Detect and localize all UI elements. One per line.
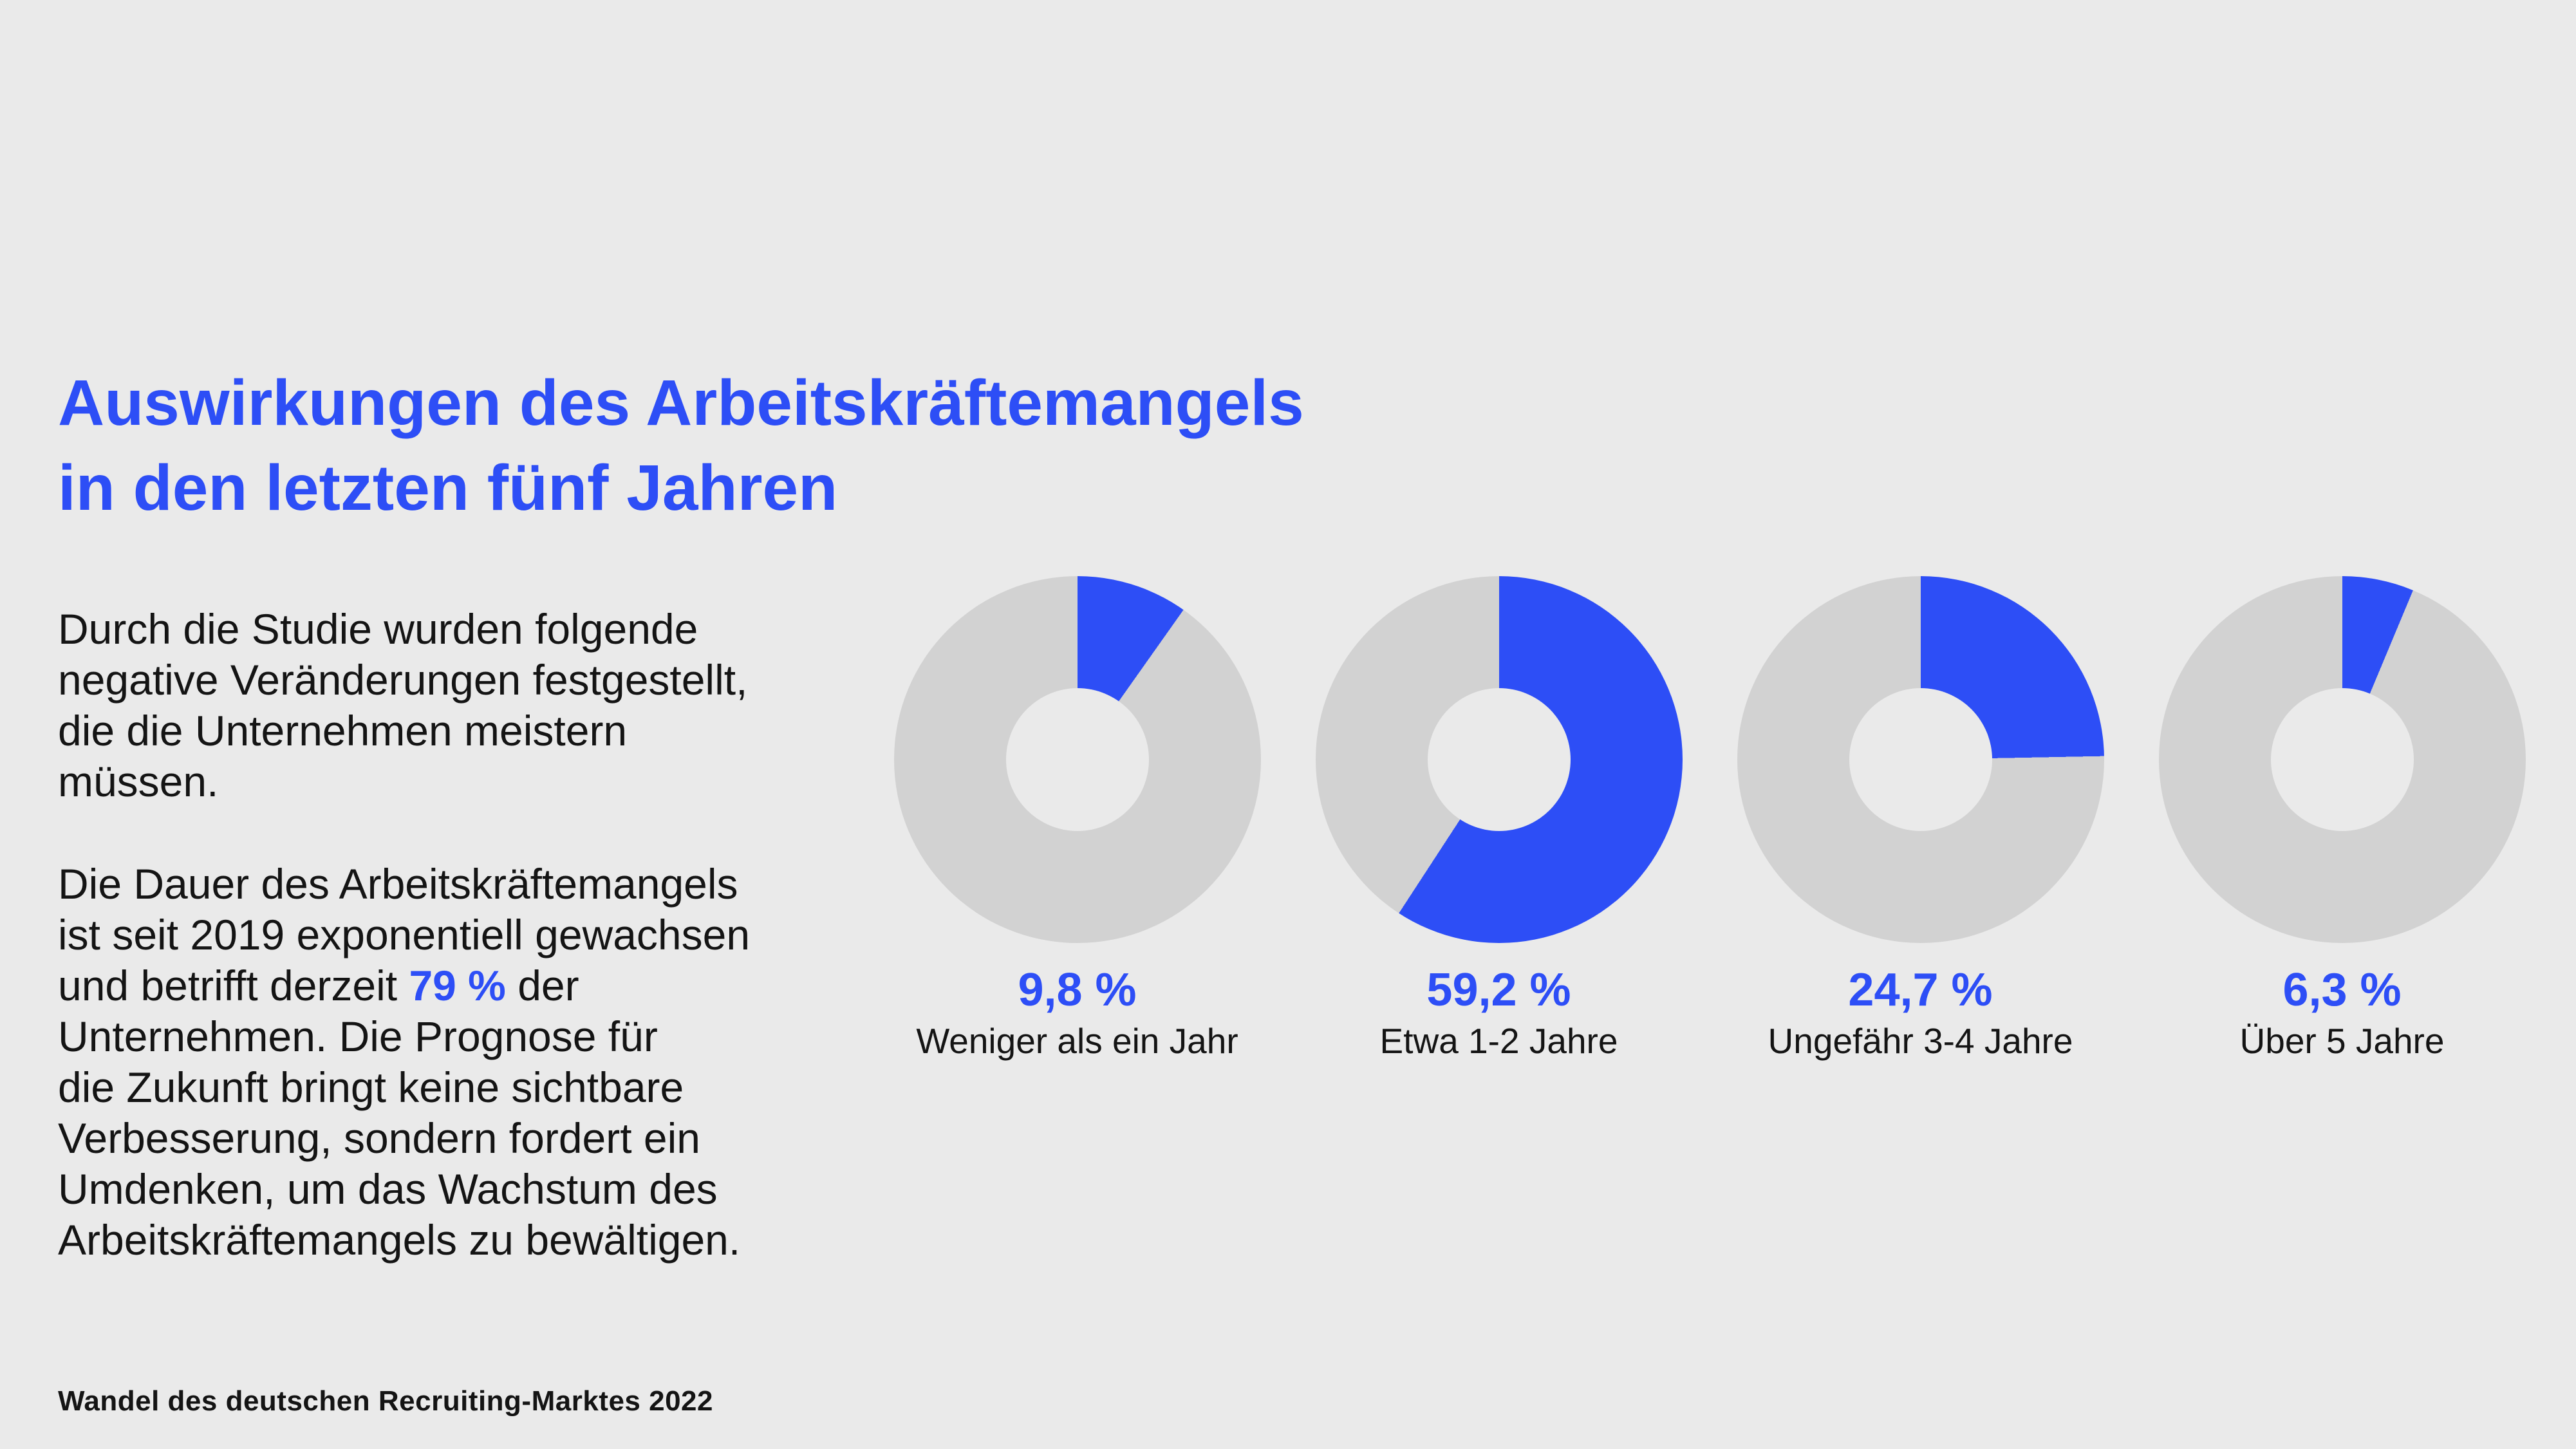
donut-chart-etwa-1-2-jahre: 59,2 % Etwa 1-2 Jahre: [1288, 576, 1710, 1062]
donut-chart-weniger-als-ein-jahr: 9,8 % Weniger als ein Jahr: [866, 576, 1288, 1062]
donut-value-label: 24,7 %: [1848, 964, 1993, 1016]
donut-value-label: 6,3 %: [2282, 964, 2402, 1016]
intro-paragraph: Durch die Studie wurden folgende negativ…: [58, 605, 748, 805]
detail-paragraph-text-before: Die Dauer des Arbeitskräftemangels ist s…: [58, 860, 751, 1009]
donut-category-label: Weniger als ein Jahr: [916, 1021, 1238, 1061]
detail-paragraph-text-after: der Unternehmen. Die Prognose für die Zu…: [58, 962, 741, 1264]
donut-category-label: Etwa 1-2 Jahre: [1379, 1021, 1618, 1061]
donut-hole: [2270, 688, 2414, 831]
donut-value-label: 9,8 %: [1018, 964, 1137, 1016]
donut-category-label: Ungefähr 3-4 Jahre: [1768, 1021, 2073, 1061]
detail-paragraph: Die Dauer des Arbeitskräftemangels ist s…: [58, 859, 920, 1266]
donut-value-label: 59,2 %: [1426, 964, 1571, 1016]
donut-ring: [893, 576, 1261, 943]
donut-category-label: Über 5 Jahre: [2239, 1021, 2445, 1061]
donut-hole: [1005, 688, 1149, 831]
donut-chart-ungefaehr-3-4-jahre: 24,7 % Ungefähr 3-4 Jahre: [1710, 576, 2131, 1062]
donut-ring: [1737, 576, 2104, 943]
donut-hole: [1427, 688, 1571, 831]
highlight-percentage: 79 %: [409, 962, 506, 1009]
page-title: Auswirkungen des Arbeitskräftemangels in…: [58, 367, 1304, 524]
donut-chart-ueber-5-jahre: 6,3 % Über 5 Jahre: [2131, 576, 2553, 1062]
donut-ring: [2158, 576, 2526, 943]
source-caption: Wandel des deutschen Recruiting-Marktes …: [58, 1385, 713, 1417]
donut-ring: [1315, 576, 1683, 943]
donut-hole: [1849, 688, 1992, 831]
